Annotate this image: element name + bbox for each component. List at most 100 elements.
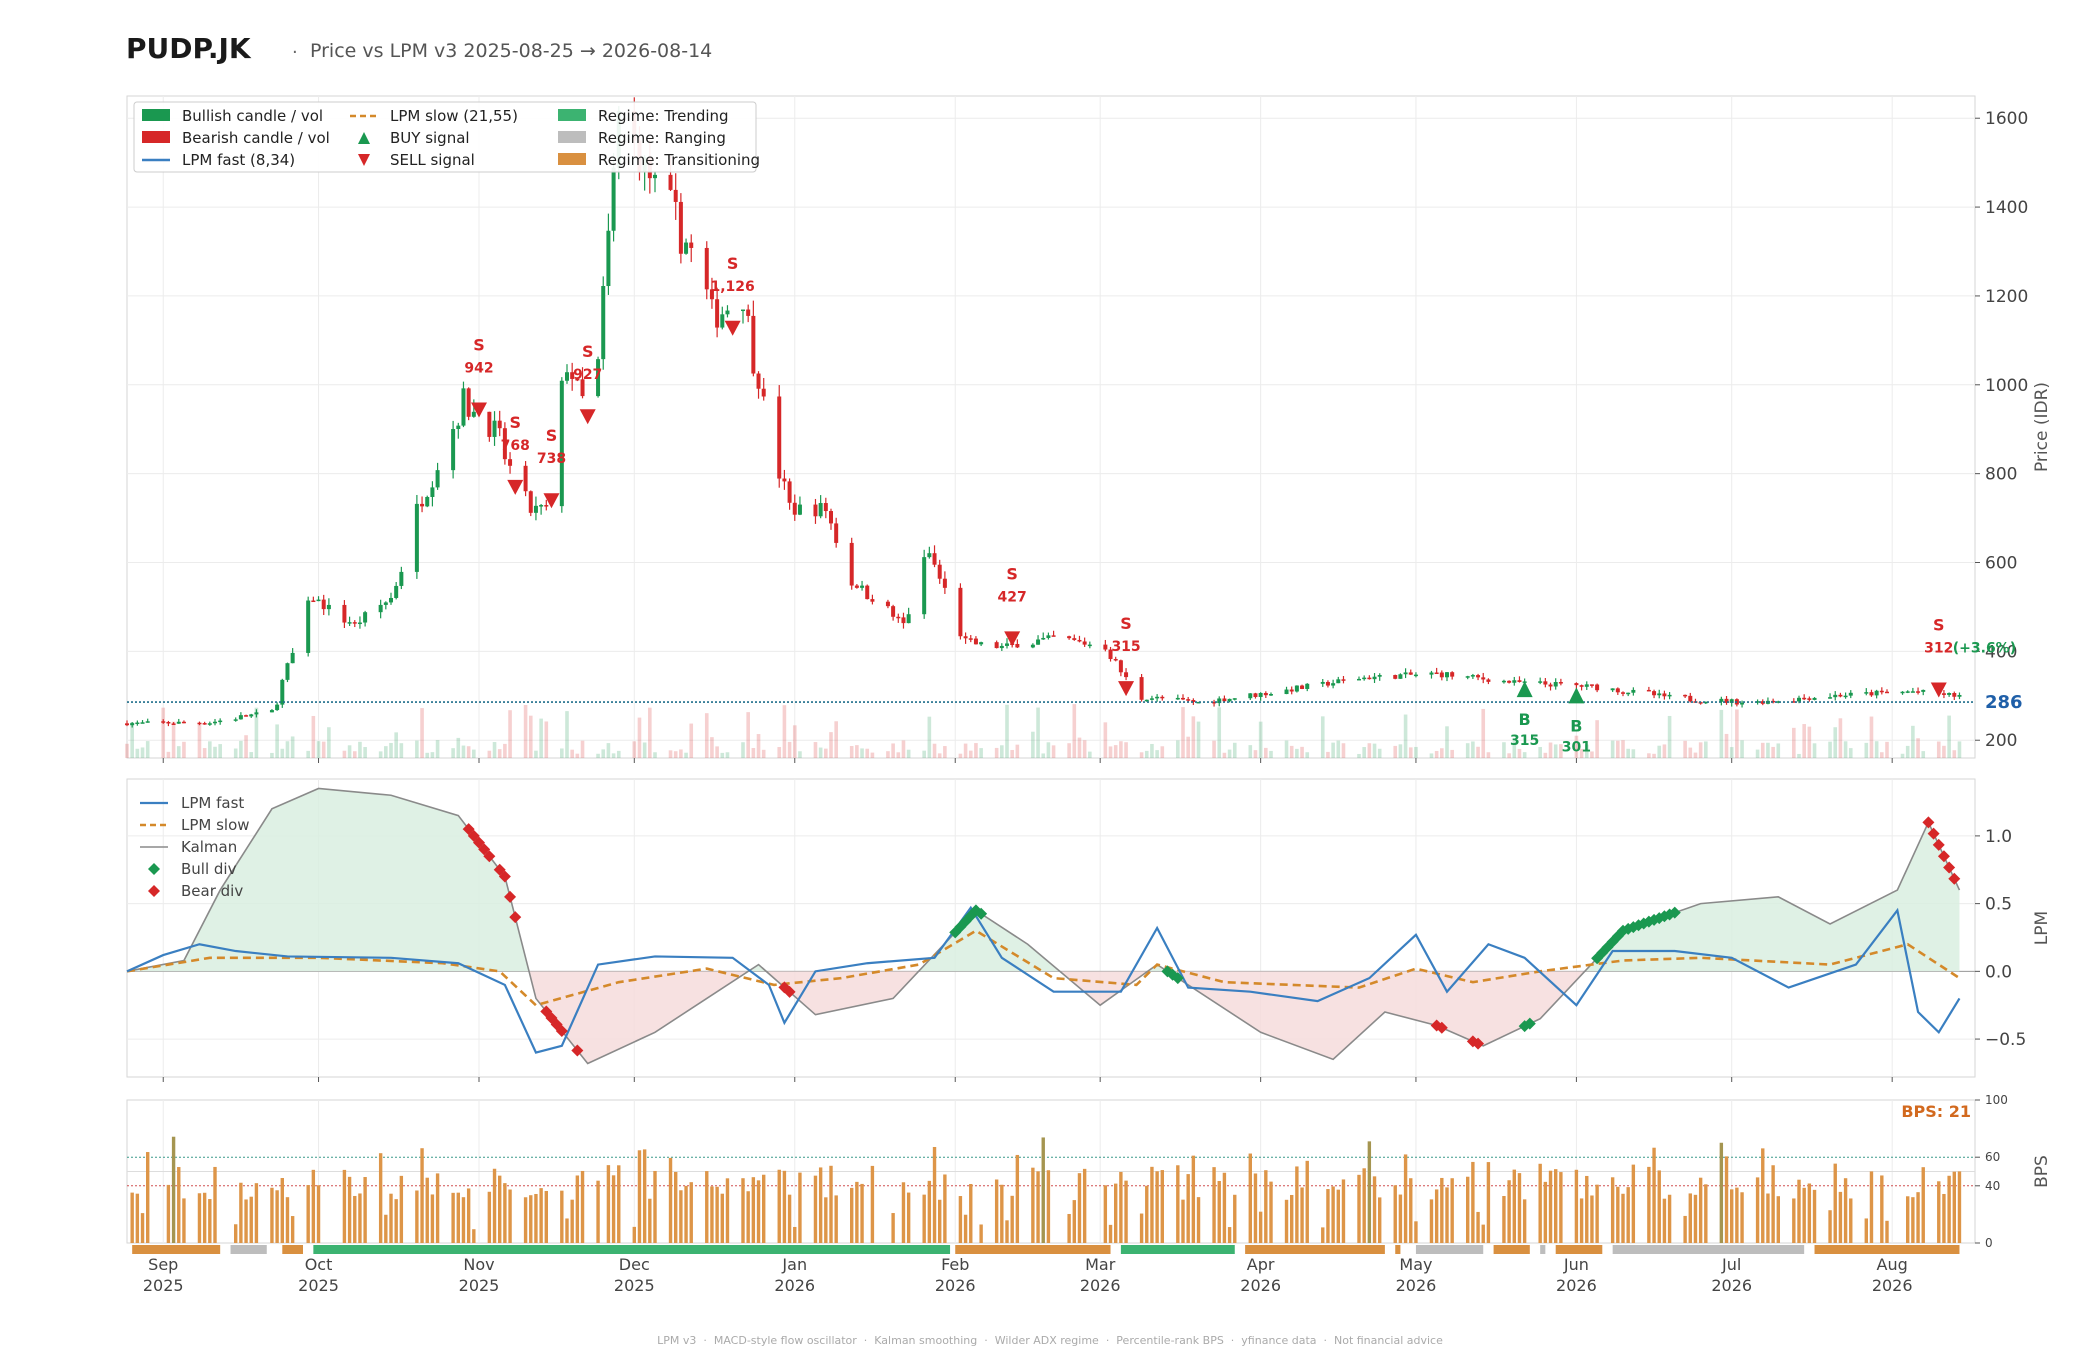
bullish-candle — [1144, 699, 1149, 702]
bps-bar — [1150, 1166, 1154, 1243]
volume-bar — [528, 715, 533, 758]
bear-div-marker — [555, 1024, 568, 1037]
bearish-candle — [1212, 701, 1217, 704]
volume-bar — [497, 749, 502, 758]
bullish-candle — [1776, 701, 1781, 703]
bps-bar — [492, 1168, 497, 1243]
bps-bar — [938, 1199, 942, 1243]
bearish-candle — [1771, 700, 1776, 703]
bps-bar — [1522, 1199, 1527, 1243]
bear-div-marker — [1922, 816, 1935, 829]
bps-bar — [171, 1136, 176, 1243]
bps-bar — [1621, 1193, 1625, 1243]
regime-segment-transitioning — [1814, 1245, 1960, 1254]
volume-bar — [1331, 742, 1335, 758]
bullish-candle — [1501, 680, 1506, 683]
legend-swatch-bear-div — [148, 885, 160, 897]
volume-bar — [358, 741, 362, 758]
bearish-candle — [528, 491, 533, 513]
volume-bar — [523, 704, 528, 758]
bullish-candle — [1874, 690, 1879, 696]
bps-bar — [668, 1157, 673, 1243]
bps-bar — [1041, 1137, 1045, 1243]
bearish-candle — [197, 722, 202, 725]
volume-bar — [1005, 704, 1009, 758]
bps-bar — [855, 1181, 859, 1243]
bps-bar — [1776, 1196, 1780, 1243]
bps-bar — [544, 1190, 548, 1243]
bps-bar — [560, 1190, 564, 1243]
price-panel — [126, 95, 1976, 759]
volume-bar — [824, 748, 828, 758]
volume-bar — [466, 746, 471, 758]
kalman-line — [126, 787, 1961, 1065]
bps-bar — [378, 1153, 383, 1243]
kalman-positive-fill — [127, 788, 1960, 972]
volume-bar — [1476, 746, 1480, 758]
bearish-candle — [580, 379, 585, 397]
volume-bar — [1119, 741, 1123, 758]
bps-bar — [1331, 1186, 1335, 1243]
bullish-candle — [233, 719, 238, 721]
bps-bar — [1657, 1170, 1661, 1243]
volume-bar — [1574, 735, 1579, 758]
x-tick-year: 2026 — [1711, 1276, 1752, 1295]
bps-bar — [177, 1167, 181, 1243]
sell-signal-letter: S — [509, 413, 521, 432]
bps-bar — [1807, 1183, 1812, 1243]
bearish-candle — [885, 601, 890, 607]
bps-bar — [1067, 1213, 1071, 1243]
lpm-legend-label: Bear div — [181, 882, 243, 900]
sell-signal-letter: S — [727, 254, 739, 273]
bullish-candle — [1336, 679, 1341, 684]
bps-bar — [539, 1188, 543, 1243]
bullish-candle — [1465, 676, 1470, 678]
bullish-candle — [414, 503, 419, 572]
x-tick-month: Jan — [781, 1255, 807, 1274]
volume-bar — [1595, 720, 1599, 758]
bullish-candle — [1429, 672, 1434, 675]
volume-bar — [751, 748, 756, 758]
bearish-candle — [829, 511, 833, 524]
ticker-title: PUDP.JK — [126, 32, 251, 65]
sell-signal-marker — [471, 402, 487, 418]
bps-bar — [1264, 1170, 1268, 1243]
bullish-candle — [1030, 644, 1035, 648]
bearish-candle — [1760, 701, 1765, 704]
bearish-candle — [1439, 672, 1444, 678]
bullish-candle — [1833, 694, 1838, 698]
bps-bar — [1538, 1163, 1542, 1243]
bearish-candle — [1698, 702, 1703, 704]
bps-bar — [1766, 1193, 1770, 1243]
bullish-candle — [1036, 639, 1041, 645]
bps-bar — [1429, 1199, 1434, 1243]
bearish-candle — [1807, 698, 1812, 700]
bps-bar — [1124, 1180, 1128, 1243]
x-tick-month: Aug — [1877, 1255, 1908, 1274]
bps-bar — [611, 1175, 616, 1243]
bullish-candle — [684, 242, 689, 254]
bps-bar — [1616, 1186, 1620, 1243]
volume-bar — [679, 749, 683, 758]
bullish-candle — [130, 723, 135, 726]
volume-bar — [761, 749, 766, 758]
bps-bar — [1155, 1171, 1159, 1243]
bps-bar — [1828, 1210, 1832, 1243]
bullish-candle — [461, 388, 466, 426]
bps-bar — [394, 1199, 398, 1243]
volume-bar — [1253, 750, 1258, 758]
bps-bar — [399, 1175, 404, 1243]
volume-bar — [1217, 707, 1222, 758]
bearish-candle — [973, 638, 978, 645]
volume-bar — [855, 745, 859, 758]
bullish-candle — [1538, 681, 1543, 683]
bps-bar — [782, 1170, 787, 1243]
bearish-candle — [1103, 644, 1108, 650]
volume-bar — [130, 722, 134, 758]
volume-bar — [865, 748, 870, 758]
volume-bar — [963, 743, 968, 758]
bps-bar — [1326, 1189, 1330, 1243]
bullish-candle — [1357, 678, 1361, 681]
bps-bar — [1802, 1187, 1806, 1243]
bearish-candle — [854, 585, 859, 588]
